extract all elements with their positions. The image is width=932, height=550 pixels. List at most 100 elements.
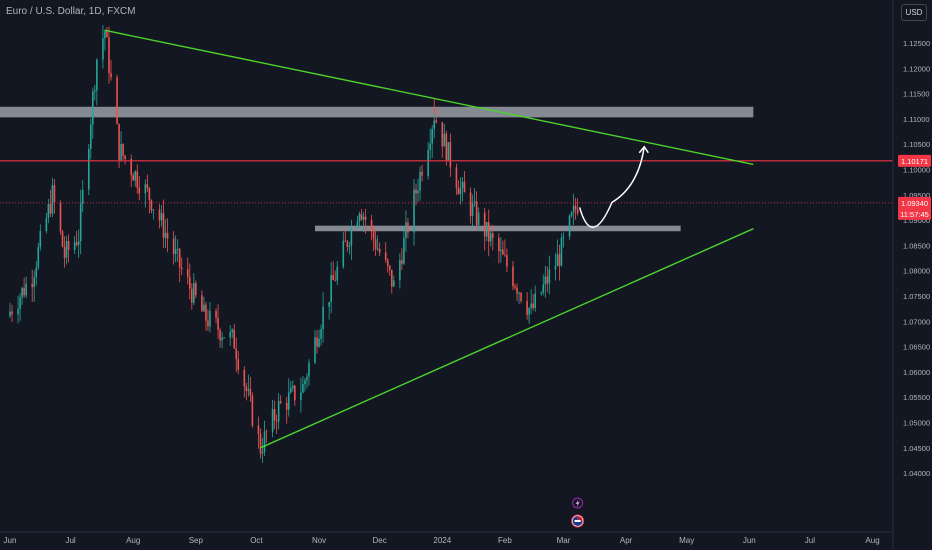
candle-body [483,212,486,237]
candle-body [348,245,351,247]
candle-body [435,120,438,123]
candle-body [356,221,359,228]
candle-body [576,209,579,214]
candle-body [542,284,545,293]
candle-body [443,133,446,147]
eu-us-flags-icon[interactable] [571,514,585,528]
candle-body [417,191,419,194]
candle-body [314,337,316,363]
candle-body [247,388,250,391]
candle-body [350,227,353,246]
candle-body [195,283,197,296]
candle-body [433,120,435,129]
svg-text:1.09340: 1.09340 [901,199,928,208]
candle-body [17,308,19,315]
candle-body [261,451,264,454]
candle-body [530,303,532,309]
candle-body [544,276,547,285]
candle-body [45,217,48,232]
price-tick-label: 1.07500 [903,292,930,301]
candle-body [138,187,141,194]
candle-body [81,189,84,204]
candle-body [512,266,514,287]
price-tick-label: 1.08500 [903,241,930,250]
candle-body [122,144,124,156]
candle-body [431,128,433,144]
candle-body [469,192,472,216]
candle-body [520,292,522,301]
price-tick-label: 1.10000 [903,166,930,175]
candle-body [558,254,561,266]
time-tick-label: Jul [805,536,815,545]
candle-body [273,409,276,421]
candle-body [235,348,238,360]
candle-body [306,376,308,381]
candle-body [193,283,195,303]
candle-body [257,425,260,434]
candle-body [388,265,391,270]
currency-button[interactable]: USD [901,4,927,21]
candle-body [259,433,262,454]
candle-body [477,212,480,225]
candle-body [231,329,233,333]
candle-body [328,301,330,307]
candle-body [526,300,528,315]
candle-body [39,231,42,248]
projection-arrow[interactable] [578,146,646,228]
price-tick-label: 1.04000 [903,469,930,478]
candle-body [502,249,504,255]
candle-body [500,249,502,252]
candle-body [336,266,339,281]
time-tick-label: Aug [126,536,140,545]
candle-body [108,37,110,74]
candle-body [346,241,349,247]
candle-body [285,402,288,410]
symbol-title: Euro / U.S. Dollar, 1D, FXCM [6,6,136,17]
lightning-icon[interactable] [572,497,584,509]
candle-body [518,292,520,294]
candle-body [445,133,448,162]
candle-body [344,240,347,242]
candle-body [320,329,322,339]
candle-body [162,213,165,238]
candle-body [47,204,50,218]
candle-body [407,222,409,233]
candle-body [237,359,240,370]
time-tick-label: Jun [743,536,756,545]
candle-body [294,385,296,401]
candle-body [53,185,56,203]
descending-resistance-trendline[interactable] [104,29,754,166]
candle-body [217,318,219,331]
demand-zone[interactable] [315,225,681,232]
candle-body [471,203,474,216]
upper-supply-zone[interactable] [0,106,754,118]
current-price-badge: 1.09340 11:57:45 [898,196,931,220]
price-tick-label: 1.05500 [903,393,930,402]
candle-body [148,188,151,201]
candle-body [174,249,177,254]
candle-body [463,181,466,193]
candle-body [146,184,149,189]
ascending-support-trendline[interactable] [260,228,754,449]
candle-body [275,420,278,422]
candle-body [289,387,292,393]
candle-body [188,276,191,289]
candle-body [485,222,488,237]
candle-body [556,254,559,267]
countdown-timer: 11:57:45 [900,210,929,219]
candle-body [342,240,345,267]
time-axis[interactable]: Jun Jul Aug Sep Oct Nov Dec 2024 Feb Mar Apr May Jun… [0,531,893,545]
candle-body [130,159,132,176]
candle-body [124,155,126,160]
candle-body [277,401,280,422]
candle-body [358,213,361,222]
price-axis[interactable]: 1.12500 1.12000 1.11500 1.11000 1.10500 1.100… [892,0,930,550]
candle-body [201,295,203,312]
candle-body [104,31,106,39]
candle-body [59,202,62,232]
candle-body [172,238,175,254]
candle-body [203,304,205,312]
candle-body [249,388,252,396]
candle-body [96,59,98,91]
